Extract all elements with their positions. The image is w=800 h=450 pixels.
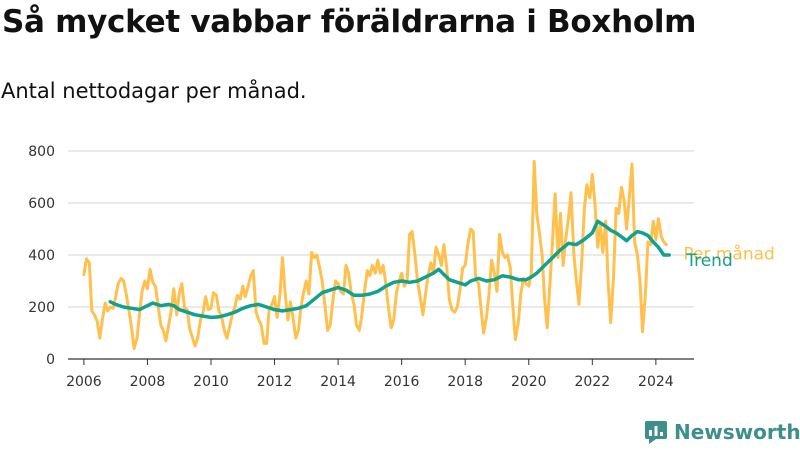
newsworthy-logo-icon xyxy=(645,421,667,444)
x-tick-label: 2020 xyxy=(511,374,547,390)
x-tick-label: 2012 xyxy=(257,374,293,390)
y-axis-tick-labels: 0 200 400 600 800 xyxy=(28,144,55,368)
y-tick-label: 400 xyxy=(28,248,55,264)
y-tick-label: 200 xyxy=(28,300,55,316)
x-tick-label: 2006 xyxy=(66,374,102,390)
brand-name: Newsworthy xyxy=(674,420,800,444)
series-label: Per månad xyxy=(683,244,774,265)
series-line-per-manad xyxy=(82,159,668,351)
brand[interactable]: Newsworthy xyxy=(644,420,800,444)
x-axis: 2006 2008 2010 2012 2014 2016 2018 2020 2022 2024 xyxy=(66,358,694,390)
y-tick-label: 800 xyxy=(28,144,55,160)
y-tick-label: 600 xyxy=(28,196,55,212)
page-title: Så mycket vabbar föräldrarna i Boxholm xyxy=(2,4,697,40)
page-subtitle: Antal nettodagar per månad. xyxy=(1,79,307,103)
y-tick-label: 0 xyxy=(46,352,55,368)
x-tick-label: 2024 xyxy=(638,374,674,390)
series-lines xyxy=(82,159,671,351)
x-tick-label: 2008 xyxy=(130,374,166,390)
x-tick-label: 2010 xyxy=(193,374,229,390)
x-tick-label: 2014 xyxy=(320,374,356,390)
x-tick-label: 2018 xyxy=(447,374,483,390)
series-line-trend xyxy=(108,219,671,320)
series-label: Trend xyxy=(685,251,733,271)
x-tick-label: 2022 xyxy=(574,374,610,390)
x-tick-label: 2016 xyxy=(384,374,420,390)
